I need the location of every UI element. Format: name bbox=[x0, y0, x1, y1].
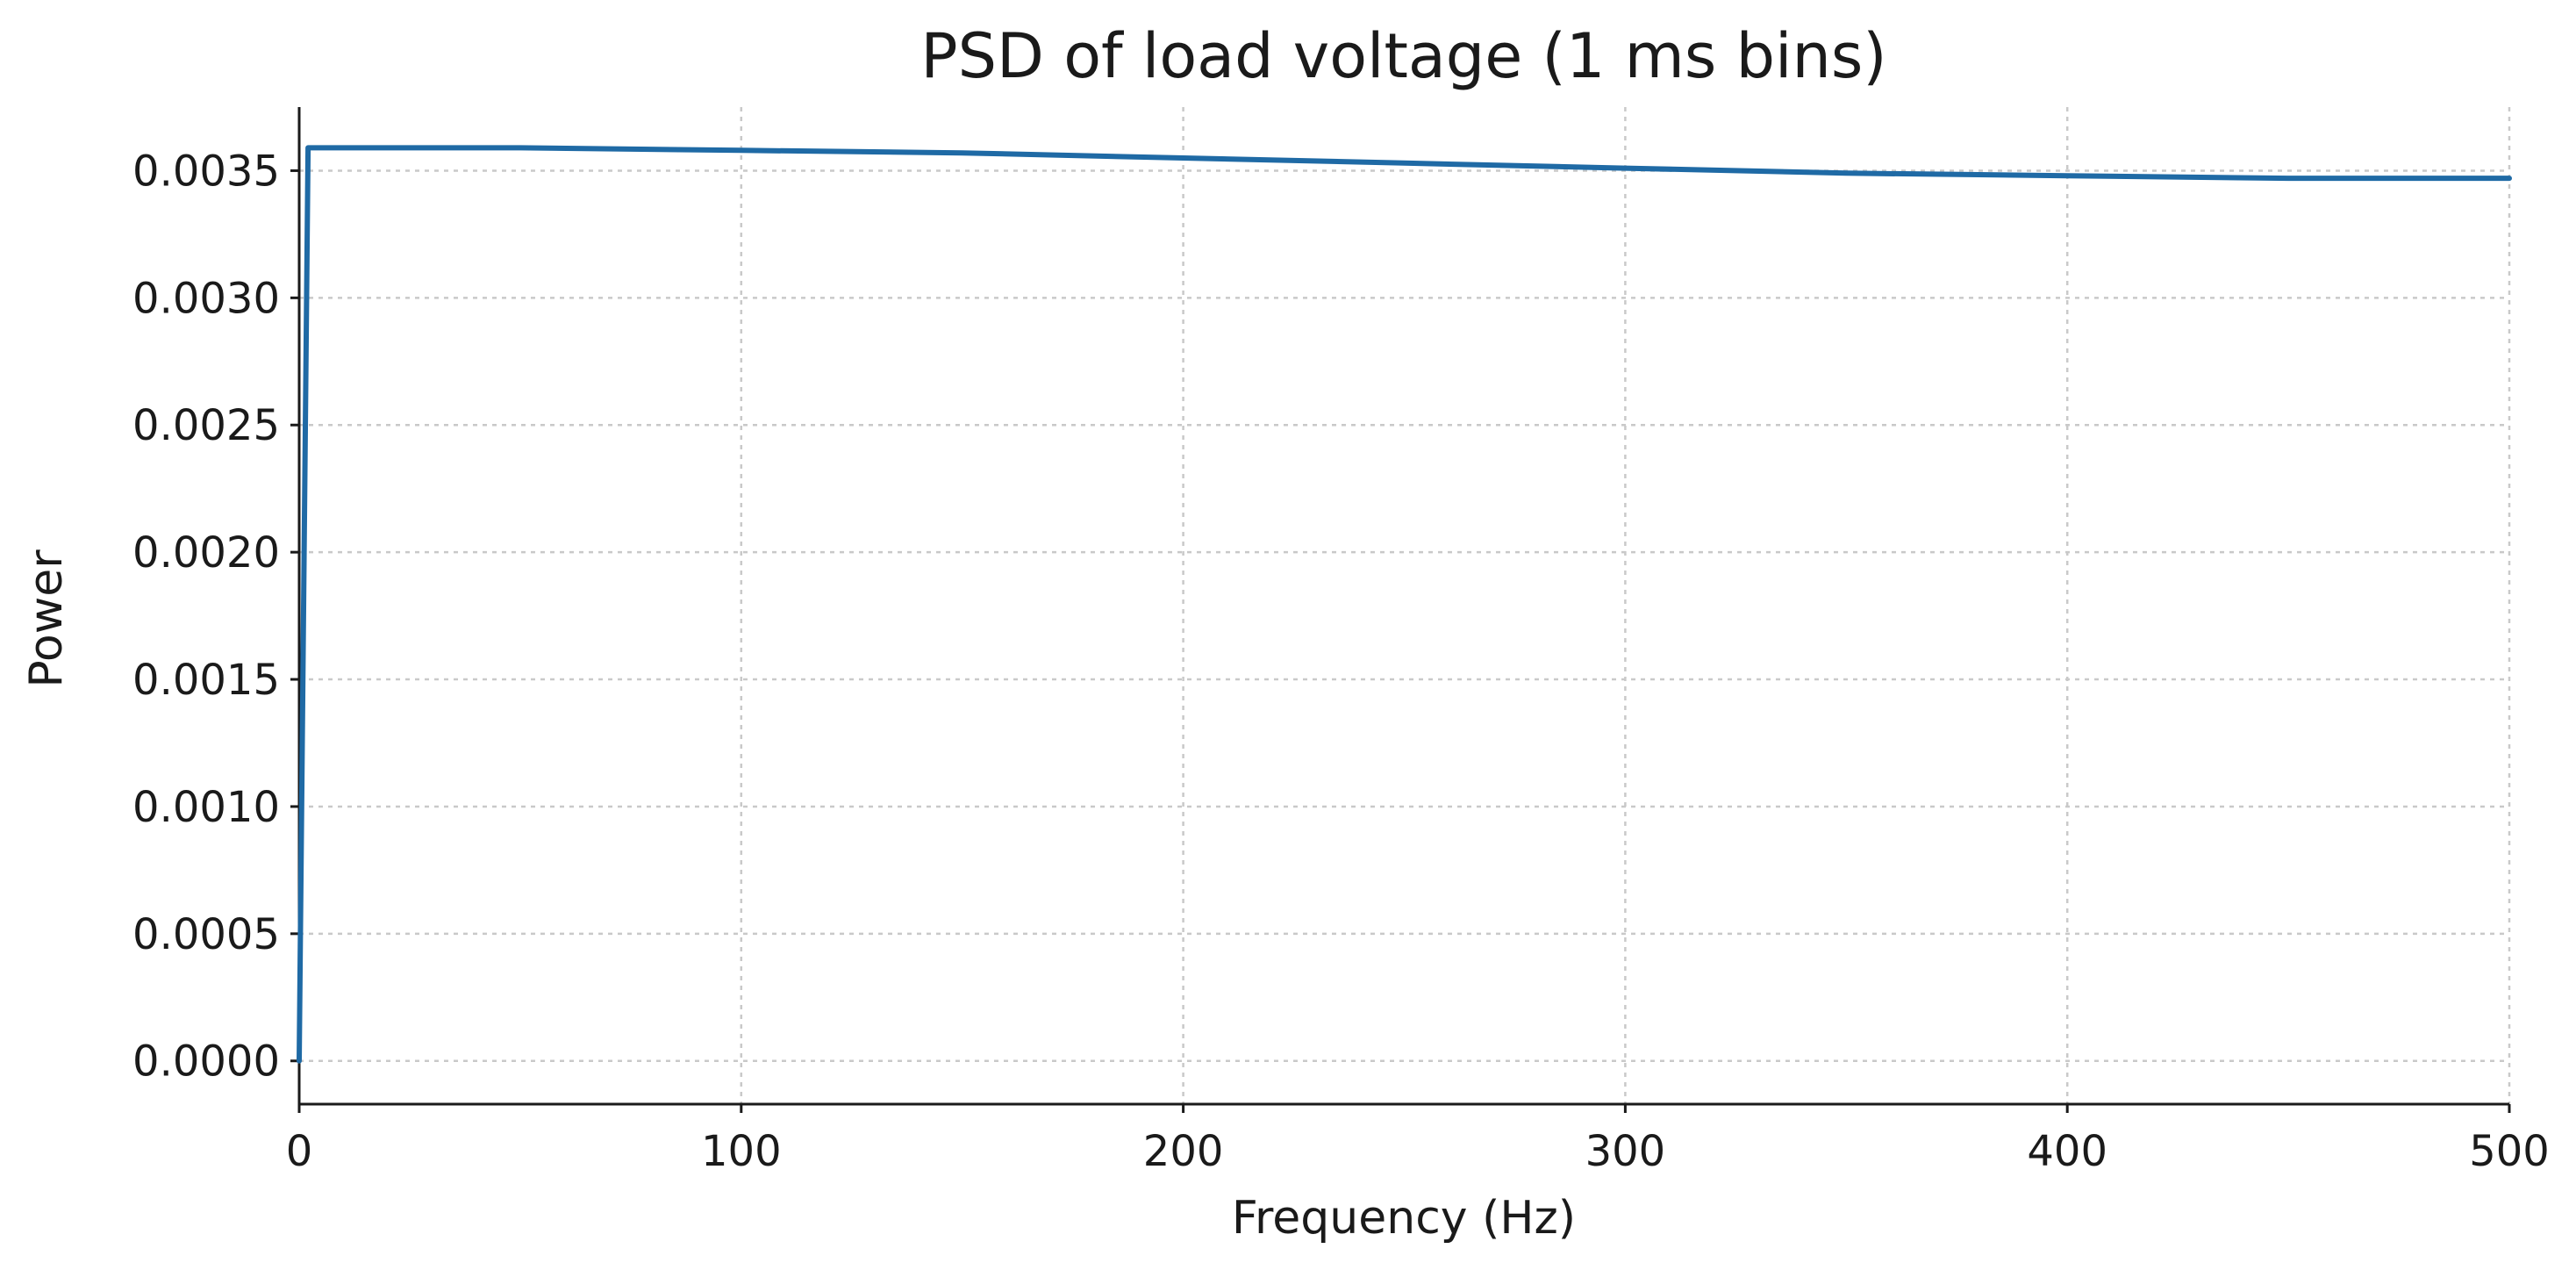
y-tick-label: 0.0015 bbox=[132, 656, 280, 705]
axes bbox=[297, 107, 2509, 1106]
y-tick-label: 0.0010 bbox=[132, 783, 280, 832]
series bbox=[297, 145, 2512, 1064]
y-tick-label: 0.0020 bbox=[132, 528, 280, 578]
y-tick-label: 0.0000 bbox=[132, 1037, 280, 1087]
x-tick-label: 0 bbox=[286, 1127, 313, 1176]
y-tick-label: 0.0005 bbox=[132, 910, 280, 959]
grid bbox=[299, 107, 2511, 1104]
x-tick-label: 300 bbox=[1585, 1127, 1666, 1176]
x-tick-label: 400 bbox=[2027, 1127, 2107, 1176]
y-axis-label: Power bbox=[20, 549, 73, 688]
x-axis-label: Frequency (Hz) bbox=[1232, 1192, 1576, 1245]
y-tick-label: 0.0025 bbox=[132, 401, 280, 450]
ticks: 0 100 200 300 400 500 0.0000 0.0005 0.0010 0.0015… bbox=[132, 147, 2550, 1176]
y-tick-label: 0.0030 bbox=[132, 274, 280, 323]
x-tick-label: 100 bbox=[701, 1127, 782, 1176]
y-tick-label: 0.0035 bbox=[132, 147, 280, 196]
psd-series-line bbox=[297, 145, 2512, 1064]
chart-title: PSD of load voltage (1 ms bins) bbox=[920, 20, 1886, 92]
x-tick-label: 200 bbox=[1143, 1127, 1224, 1176]
x-tick-label: 500 bbox=[2469, 1127, 2550, 1176]
